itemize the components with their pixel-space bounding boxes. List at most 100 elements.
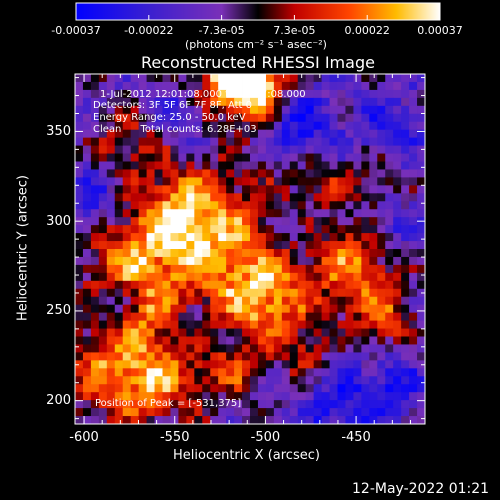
heatmap-cell: [210, 376, 219, 385]
heatmap-cell: [234, 177, 243, 186]
heatmap-cell: [194, 81, 203, 91]
heatmap-cell: [226, 209, 235, 218]
heatmap-cell: [130, 296, 140, 306]
heatmap-cell: [393, 113, 402, 123]
heatmap-cell: [250, 129, 259, 139]
heatmap-cell: [106, 97, 116, 107]
heatmap-cell: [257, 177, 267, 186]
heatmap-cell: [130, 304, 140, 314]
heatmap-cell: [226, 145, 235, 154]
heatmap-cell: [242, 392, 251, 401]
heatmap-cell: [289, 89, 299, 99]
heatmap-cell: [401, 225, 410, 234]
heatmap-cell: [361, 193, 370, 202]
heatmap-cell: [313, 344, 322, 353]
heatmap-cell: [250, 328, 259, 337]
heatmap-cell: [289, 272, 299, 282]
heatmap-cell: [305, 320, 315, 329]
heatmap-cell: [162, 408, 171, 417]
heatmap-cell: [226, 137, 235, 146]
heatmap-cell: [170, 304, 179, 314]
heatmap-cell: [106, 256, 116, 266]
heatmap-cell: [242, 209, 251, 218]
heatmap-cell: [273, 233, 283, 242]
heatmap-cell: [170, 336, 179, 345]
heatmap-cell: [321, 145, 330, 154]
heatmap-cell: [82, 129, 92, 139]
heatmap-cell: [218, 384, 227, 393]
heatmap-cell: [273, 304, 283, 314]
heatmap-cell: [154, 280, 163, 290]
heatmap-cell: [186, 105, 195, 115]
heatmap-cell: [202, 177, 211, 186]
heatmap-cell: [90, 113, 100, 123]
heatmap-cell: [250, 217, 259, 226]
heatmap-cell: [194, 145, 203, 154]
heatmap-cell: [409, 296, 418, 306]
heatmap-cell: [289, 233, 299, 242]
heatmap-cell: [313, 249, 322, 258]
axis-ticks: [75, 74, 425, 424]
plot-frame: [74, 73, 426, 425]
heatmap-cell: [345, 233, 354, 242]
heatmap-cell: [202, 169, 211, 178]
heatmap-cell: [369, 169, 378, 178]
heatmap-cell: [138, 74, 147, 83]
heatmap-cell: [242, 217, 251, 226]
heatmap-cell: [329, 169, 338, 178]
heatmap-cell: [321, 137, 330, 146]
heatmap-cell: [82, 185, 92, 194]
heatmap-cell: [337, 352, 346, 361]
heatmap-cell: [297, 177, 307, 186]
heatmap-cell: [281, 89, 291, 99]
heatmap-cell: [154, 312, 163, 321]
heatmap-cell: [393, 408, 402, 417]
heatmap-cell: [361, 113, 370, 123]
heatmap-cell: [122, 129, 132, 139]
heatmap-cell: [345, 81, 354, 91]
heatmap-cell: [202, 272, 211, 282]
heatmap-cell: [242, 225, 251, 234]
heatmap-cell: [329, 416, 338, 425]
heatmap-cell: [202, 256, 211, 266]
heatmap-cell: [361, 336, 370, 345]
heatmap-cell: [178, 328, 187, 337]
heatmap-cell: [377, 145, 386, 154]
heatmap-cell: [122, 249, 132, 258]
heatmap-cell: [90, 249, 100, 258]
heatmap-cell: [305, 177, 315, 186]
heatmap-cell: [273, 209, 283, 218]
heatmap-cell: [329, 241, 338, 250]
heatmap-cell: [417, 264, 426, 274]
heatmap-cell: [106, 161, 116, 170]
heatmap-cell: [353, 137, 362, 146]
heatmap-cell: [210, 137, 219, 146]
heatmap-cell: [250, 153, 259, 162]
heatmap-cell: [297, 169, 307, 178]
heatmap-cell: [234, 105, 243, 115]
heatmap-cell: [82, 384, 92, 393]
heatmap-cell: [90, 304, 100, 314]
heatmap-cell: [369, 272, 378, 282]
heatmap-cell: [234, 129, 243, 139]
heatmap-cell: [75, 416, 84, 425]
heatmap-cell: [257, 241, 267, 250]
heatmap-cell: [401, 145, 410, 154]
heatmap-cell: [250, 97, 259, 107]
heatmap-cell: [90, 177, 100, 186]
heatmap-cell: [162, 161, 171, 170]
heatmap-cell: [146, 177, 155, 186]
heatmap-cell: [250, 272, 259, 282]
heatmap-cell: [377, 153, 386, 162]
heatmap-cell: [329, 328, 338, 337]
heatmap-cell: [218, 97, 227, 107]
heatmap-cell: [289, 241, 299, 250]
heatmap-cell: [345, 408, 354, 417]
heatmap-cell: [138, 209, 147, 218]
heatmap-cell: [130, 336, 140, 345]
heatmap-cell: [321, 264, 330, 274]
heatmap-cell: [162, 400, 171, 409]
heatmap-cell: [313, 416, 322, 425]
heatmap-cell: [377, 264, 386, 274]
heatmap-cell: [82, 344, 92, 353]
